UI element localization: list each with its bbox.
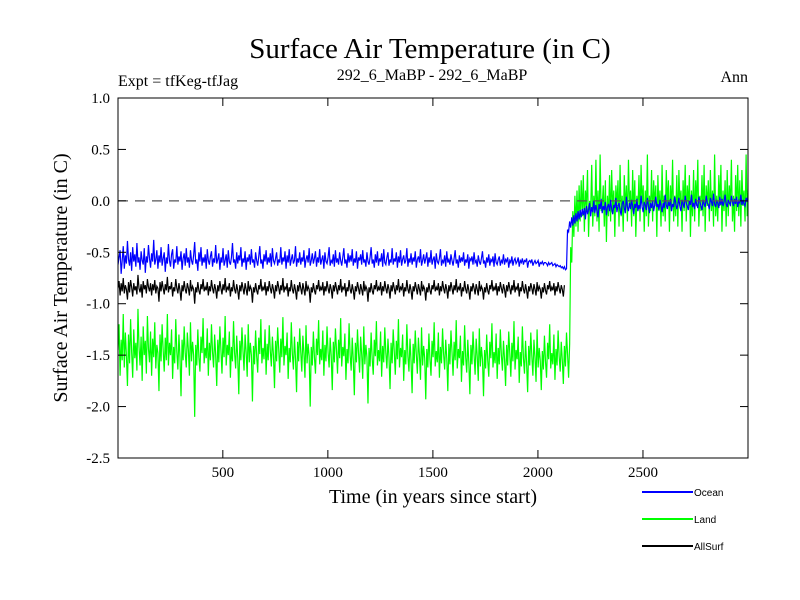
plot-frame [117,97,749,459]
allsurf-series-line [118,274,565,304]
y-axis-ticks: -2.5 -2.0 -1.5 -1.0 -0.5 0.0 0.5 1.0 [86,91,748,467]
y-axis-label: Surface Air Temperature (in C) [50,153,72,402]
y-tick-label: -2.5 [86,451,110,467]
legend-allsurf-label: AllSurf [694,542,724,553]
y-tick-label: -1.0 [86,297,110,313]
legend-ocean-label: Ocean [694,488,723,499]
y-tick-label: 0.5 [91,142,110,158]
legend: Ocean Land AllSurf [642,488,724,553]
y-tick-label: 0.0 [91,194,110,210]
series-group [118,154,748,417]
y-tick-label: 1.0 [91,91,110,107]
land-series-line [118,154,748,417]
x-tick-label: 1000 [313,465,343,481]
x-axis-label: Time (in years since start) [329,486,537,508]
subtitle-right: Ann [720,69,748,86]
y-tick-label: -1.5 [86,348,110,364]
x-tick-label: 2000 [523,465,553,481]
ocean-series-line [118,193,748,274]
x-tick-label: 2500 [628,465,658,481]
x-axis-ticks: 500 1000 1500 2000 2500 [212,98,658,481]
y-tick-label: -2.0 [86,400,110,416]
subtitle-center: 292_6_MaBP - 292_6_MaBP [337,67,528,84]
x-tick-label: 500 [212,465,235,481]
y-tick-label: -0.5 [86,245,110,261]
x-tick-label: 1500 [418,465,448,481]
legend-land-label: Land [694,515,716,526]
subtitle-left: Expt = tfKeg-tfJag [118,73,238,90]
chart-title: Surface Air Temperature (in C) [249,33,610,65]
